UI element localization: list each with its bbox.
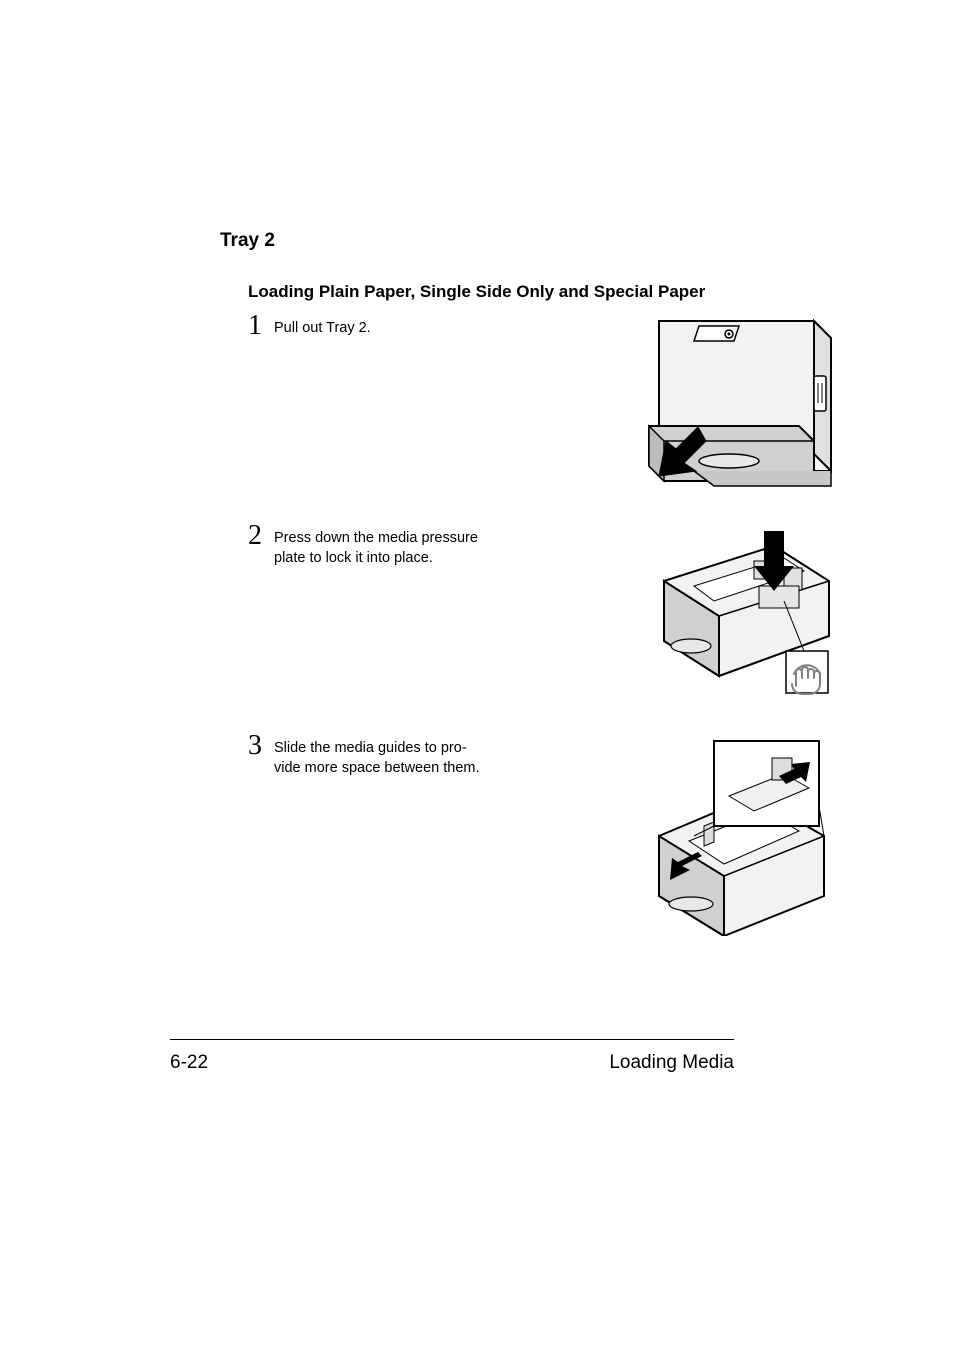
step-number: 1: [248, 312, 264, 340]
manual-page: Tray 2 Loading Plain Paper, Single Side …: [0, 0, 954, 1350]
step-number: 3: [248, 732, 264, 760]
section-heading: Tray 2: [220, 230, 844, 252]
figure-slide-guides-icon: [634, 736, 834, 936]
page-number: 6-22: [170, 1052, 208, 1074]
step-number: 2: [248, 522, 264, 550]
step-text: Pull out Tray 2.: [274, 316, 371, 338]
footer-section-title: Loading Media: [609, 1052, 734, 1074]
step-2: 2 Press down the media pressure plate to…: [248, 526, 844, 736]
footer-rule: [170, 1039, 734, 1040]
step-3: 3 Slide the media guides to pro­vide mor…: [248, 736, 844, 956]
figure-press-plate-icon: [634, 526, 834, 711]
subsection-heading: Loading Plain Paper, Single Side Only an…: [248, 282, 844, 302]
step-1: 1 Pull out Tray 2.: [248, 316, 844, 526]
step-text: Slide the media guides to pro­vide more …: [274, 736, 484, 779]
page-footer: 6-22 Loading Media: [170, 1052, 734, 1074]
figure-pull-tray-icon: [634, 316, 834, 491]
step-text: Press down the media pressure plate to l…: [274, 526, 484, 569]
